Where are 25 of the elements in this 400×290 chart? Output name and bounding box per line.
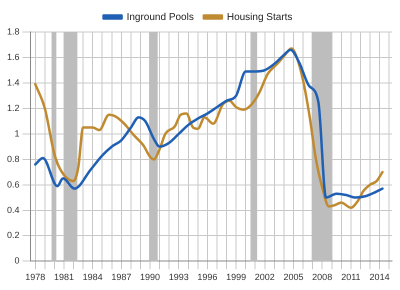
x-tick-label: 2011	[341, 272, 361, 282]
x-tick-label: 1984	[82, 272, 103, 282]
x-tick-label: 2005	[283, 272, 304, 282]
legend-label: Inground Pools	[126, 12, 194, 23]
x-tick-label: 2002	[254, 272, 275, 282]
y-tick-label: 1.4	[6, 77, 20, 88]
y-tick-label: 1.2	[6, 102, 20, 113]
y-tick-label: 1.6	[6, 52, 20, 62]
x-tick-label: 2014	[370, 272, 390, 282]
y-tick-label: 0.6	[6, 179, 20, 190]
x-tick-label: 1987	[111, 272, 132, 282]
legend-label: Housing Starts	[226, 12, 292, 23]
y-tick-label: 1.8	[6, 26, 20, 36]
y-tick-label: 0.2	[6, 230, 20, 240]
x-tick-label: 1996	[197, 272, 218, 282]
y-tick-label: 0.8	[6, 154, 20, 164]
x-tick-label: 1981	[54, 272, 74, 282]
y-tick-label: 0	[14, 256, 20, 266]
x-tick-label: 1999	[226, 272, 246, 282]
y-tick-label: 1	[14, 128, 20, 138]
x-tick-label: 2008	[312, 272, 332, 282]
x-tick-label: 1993	[168, 272, 189, 282]
y-tick-label: 0.4	[6, 204, 20, 215]
x-tick-label: 1990	[140, 272, 160, 282]
x-tick-label: 1978	[25, 272, 46, 282]
